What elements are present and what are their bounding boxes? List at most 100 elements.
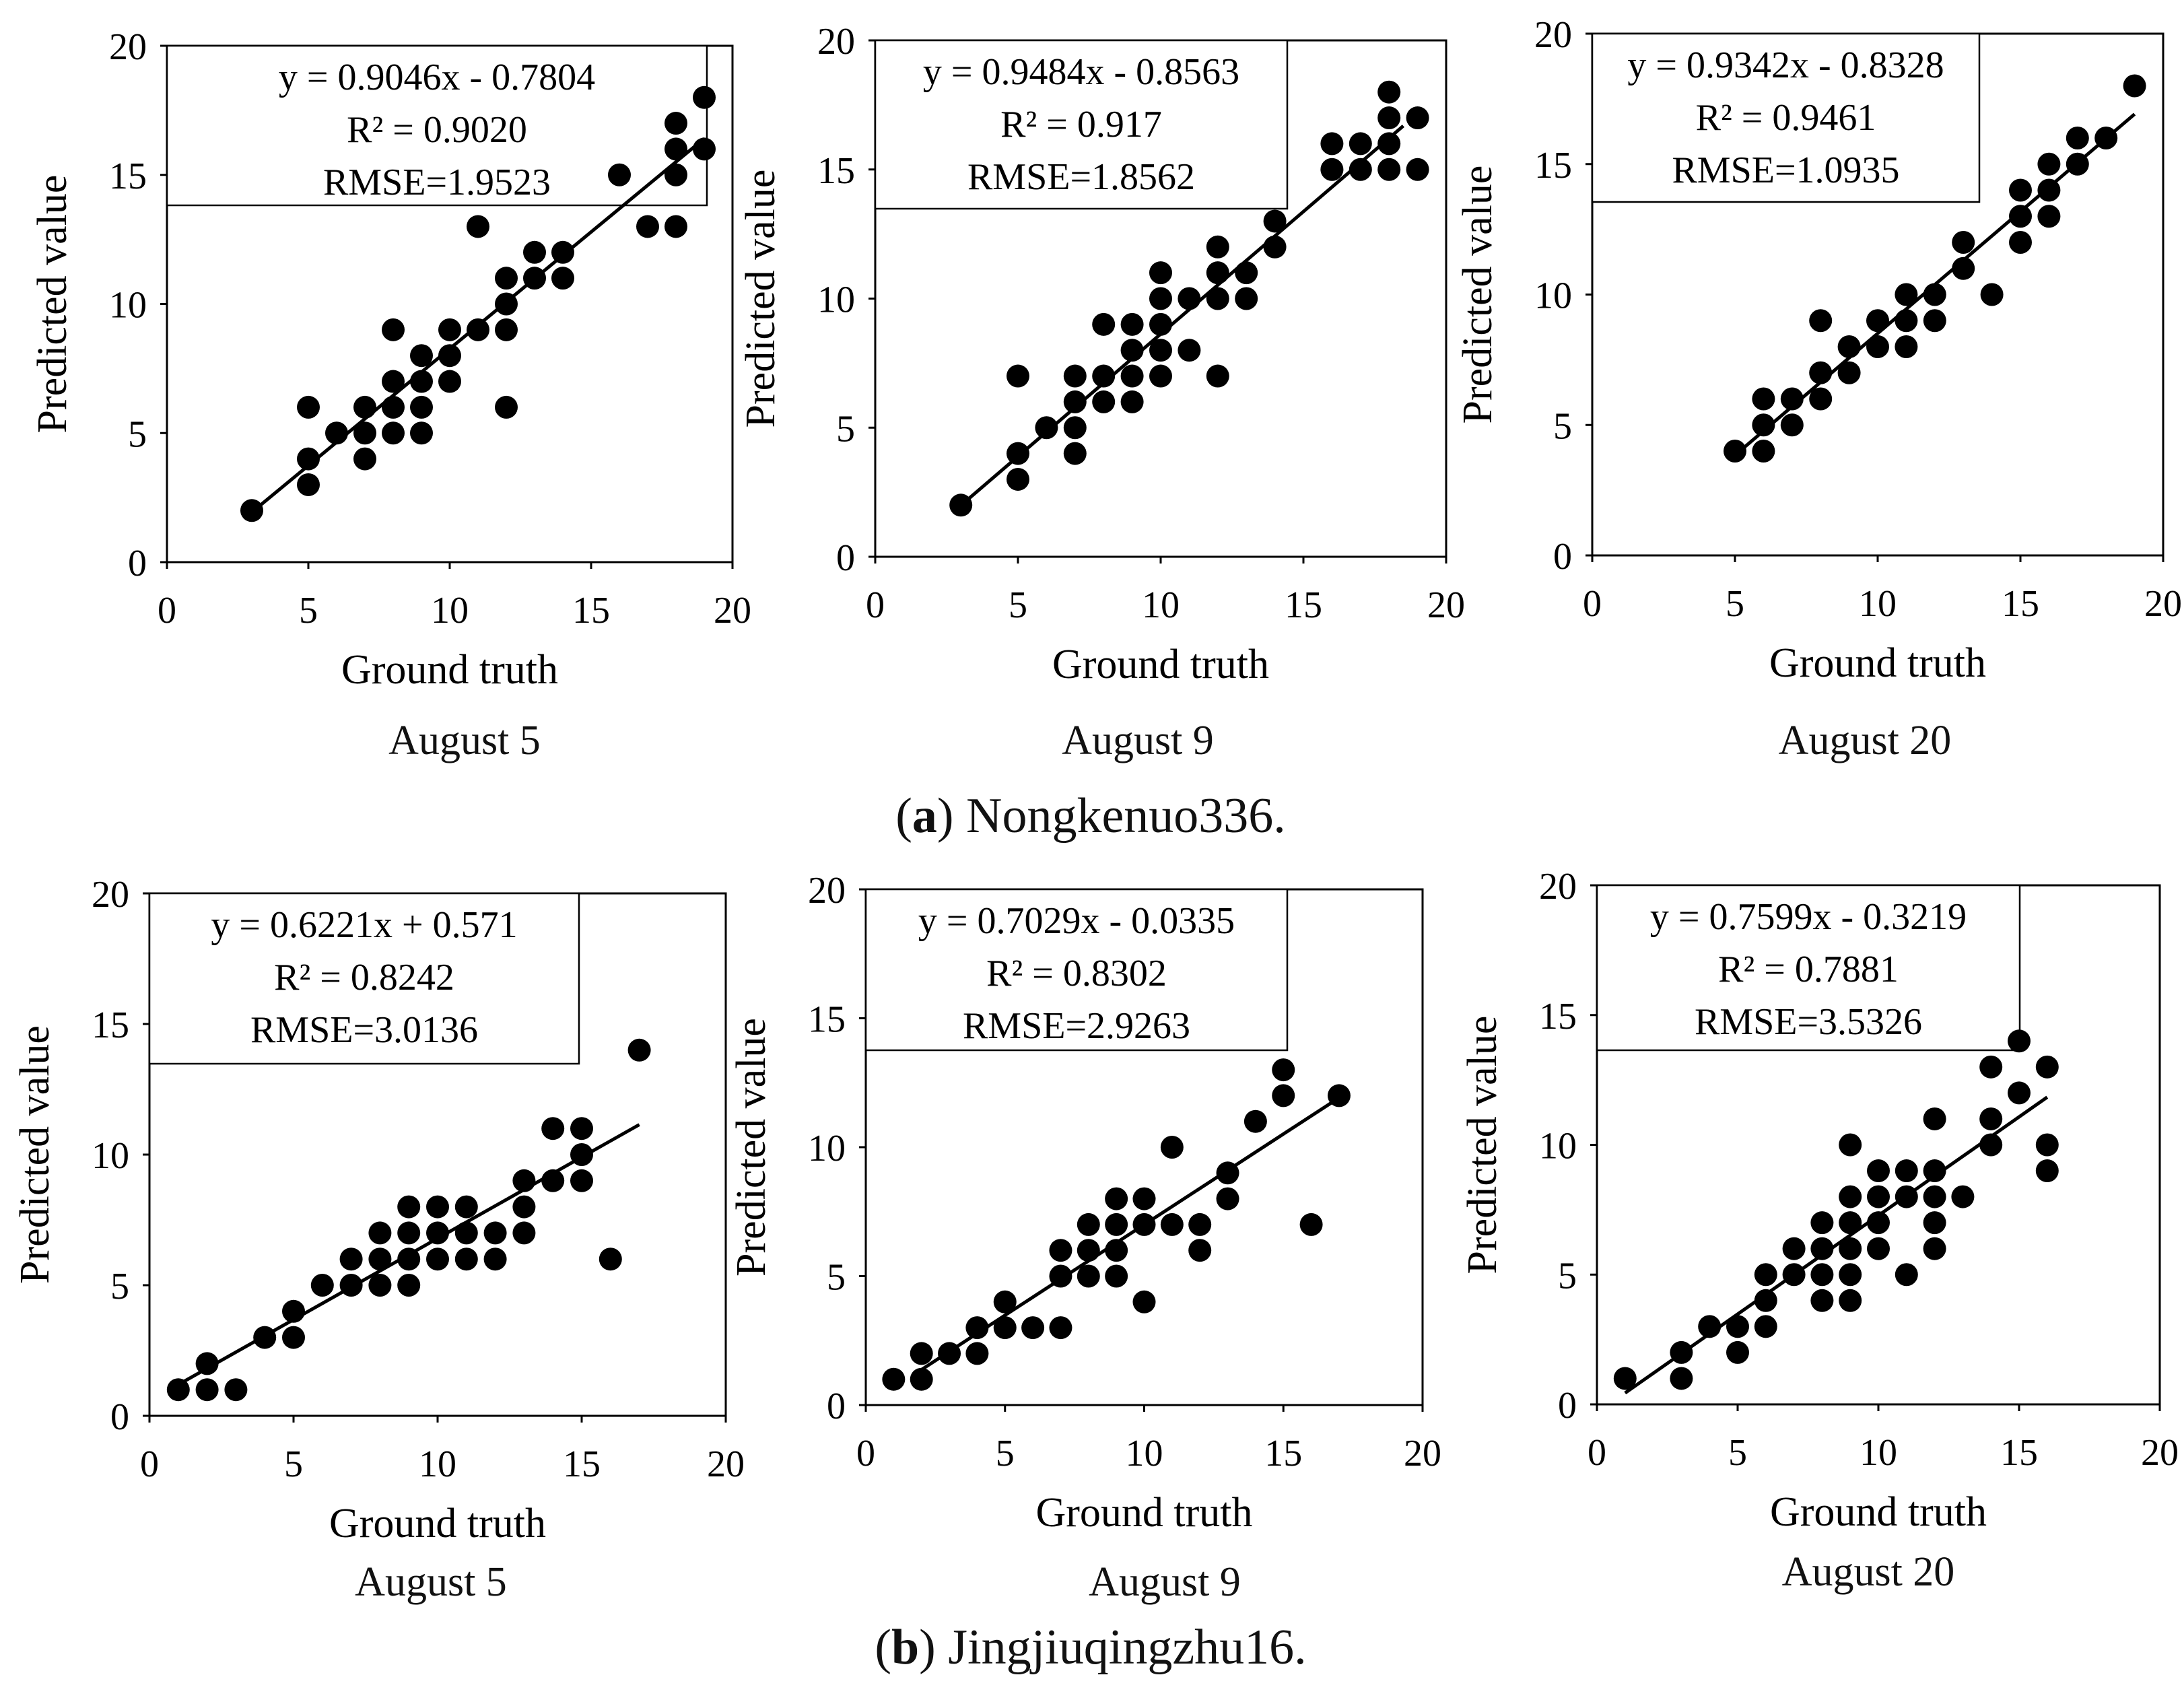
- x-tick-label: 10: [1142, 584, 1180, 626]
- regression-line: [920, 1096, 1340, 1371]
- data-point: [1216, 1187, 1239, 1210]
- data-point: [1839, 1133, 1862, 1157]
- data-point: [1923, 283, 1946, 306]
- data-point: [1809, 361, 1833, 384]
- y-tick-label: 10: [808, 1128, 846, 1169]
- data-point: [467, 318, 489, 341]
- y-tick-label: 20: [1534, 14, 1572, 56]
- row-caption-a-open: (: [895, 788, 912, 844]
- x-tick-label: 0: [140, 1443, 159, 1485]
- y-tick-label: 15: [109, 156, 147, 197]
- x-axis-label: Ground truth: [1770, 1489, 1987, 1535]
- y-tick-label: 0: [827, 1386, 846, 1427]
- data-point: [483, 1221, 507, 1245]
- data-point: [1837, 335, 1861, 358]
- rmse-label: RMSE=1.9523: [323, 162, 551, 203]
- equation-box: [1596, 884, 2021, 1052]
- y-tick-label: 20: [1539, 866, 1577, 908]
- data-point: [1120, 390, 1144, 413]
- chart-panel-b2: 0 5 10 15 20 0 5 10 15 20 Ground truth Predicted va…: [728, 870, 1441, 1536]
- data-point: [495, 395, 518, 419]
- data-point: [1837, 361, 1861, 384]
- data-point: [541, 1117, 565, 1140]
- data-point: [512, 1195, 536, 1219]
- data-point: [1063, 364, 1087, 388]
- data-point: [1979, 1133, 2003, 1157]
- y-axis-label: Predicted value: [12, 1025, 58, 1284]
- data-point: [2035, 1159, 2059, 1183]
- rmse-label: RMSE=1.0935: [1672, 149, 1899, 191]
- data-point: [1810, 1237, 1834, 1260]
- data-point: [1120, 364, 1144, 388]
- data-point: [1007, 467, 1029, 491]
- data-point: [2094, 127, 2118, 149]
- y-tick-label: 10: [109, 285, 147, 327]
- x-tick-label: 5: [1728, 1432, 1747, 1474]
- data-point: [297, 473, 320, 496]
- data-point: [1243, 1109, 1267, 1133]
- data-point: [339, 1274, 363, 1297]
- data-point: [1809, 309, 1833, 333]
- data-point: [664, 112, 687, 135]
- data-point: [1263, 209, 1287, 233]
- data-point: [1216, 1161, 1239, 1185]
- data-point: [512, 1221, 536, 1245]
- data-point: [1406, 158, 1429, 181]
- data-point: [438, 318, 461, 341]
- data-point: [1895, 309, 1918, 333]
- y-tick-label: 5: [110, 1266, 129, 1307]
- data-point: [1120, 339, 1144, 362]
- data-point: [325, 421, 348, 445]
- x-tick-label: 10: [1859, 583, 1897, 625]
- data-point: [1782, 1263, 1806, 1287]
- data-point: [1105, 1264, 1128, 1288]
- data-point: [1810, 1289, 1834, 1312]
- data-point: [1839, 1211, 1862, 1235]
- y-axis-label: Predicted value: [1460, 1016, 1505, 1274]
- data-point: [353, 395, 376, 419]
- x-tick-label: 15: [2002, 583, 2039, 625]
- data-point: [454, 1248, 478, 1271]
- data-point: [882, 1367, 906, 1391]
- data-point: [1349, 158, 1372, 181]
- data-point: [1206, 235, 1229, 259]
- y-tick-label: 15: [1539, 996, 1577, 1037]
- x-tick-label: 10: [431, 590, 469, 631]
- data-point: [240, 499, 263, 522]
- data-point: [1951, 1185, 1975, 1208]
- x-tick-label: 5: [299, 590, 318, 631]
- y-tick-label: 10: [92, 1135, 129, 1177]
- data-point: [1132, 1290, 1156, 1313]
- chart-panel-b1: 0 5 10 15 20 0 5 10 15 20 Ground truth Predicted va…: [12, 874, 745, 1546]
- data-point: [1839, 1185, 1862, 1208]
- x-tick-label: 15: [2000, 1432, 2038, 1474]
- x-tick-label: 10: [1126, 1433, 1163, 1474]
- rmse-label: RMSE=3.5326: [1695, 1001, 1922, 1043]
- data-point: [1952, 257, 1975, 280]
- r2-label: R² = 0.8302: [986, 953, 1167, 994]
- panel-caption-a1: August 5: [388, 718, 541, 763]
- data-point: [1320, 158, 1344, 181]
- data-point: [1377, 132, 1401, 156]
- data-point: [1726, 1340, 1749, 1364]
- chart-panel-a2: 0 5 10 15 20 0 5 10 15 20 Ground truth Predicted va…: [738, 21, 1465, 687]
- x-tick-label: 5: [284, 1443, 303, 1485]
- equation-label: y = 0.9342x - 0.8328: [1627, 44, 1944, 86]
- data-point: [1021, 1316, 1045, 1340]
- x-tick-label: 15: [1285, 584, 1322, 626]
- data-point: [1980, 283, 2004, 306]
- data-point: [1895, 1159, 1918, 1183]
- data-point: [1105, 1187, 1128, 1210]
- data-point: [1752, 387, 1775, 411]
- x-tick-label: 20: [1404, 1433, 1441, 1474]
- data-point: [1839, 1237, 1862, 1260]
- data-point: [397, 1248, 421, 1271]
- data-point: [495, 318, 518, 341]
- r2-label: R² = 0.9020: [347, 109, 527, 151]
- x-tick-label: 15: [563, 1443, 601, 1485]
- y-axis-label: Predicted value: [1455, 166, 1501, 424]
- data-point: [495, 267, 518, 290]
- data-point: [599, 1248, 622, 1271]
- data-point: [1320, 132, 1344, 156]
- panel-caption-a3: August 20: [1778, 718, 1952, 763]
